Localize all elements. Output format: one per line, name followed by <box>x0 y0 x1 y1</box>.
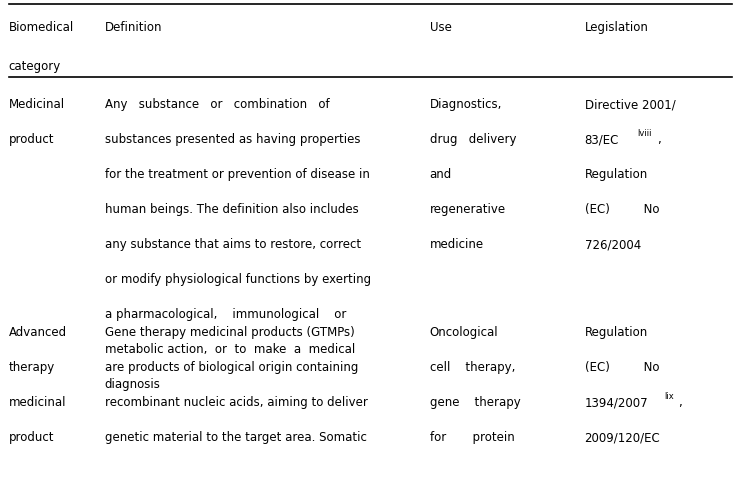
Text: are products of biological origin containing: are products of biological origin contai… <box>104 362 358 374</box>
Text: (EC)         No: (EC) No <box>585 203 659 216</box>
Text: Definition: Definition <box>104 21 162 34</box>
Text: Regulation: Regulation <box>585 326 648 340</box>
Text: 1394/2007: 1394/2007 <box>585 396 648 409</box>
Text: metabolic action,  or  to  make  a  medical: metabolic action, or to make a medical <box>104 343 355 356</box>
Text: therapy: therapy <box>9 362 55 374</box>
Text: diagnosis: diagnosis <box>104 378 161 391</box>
Text: for       protein: for protein <box>430 431 514 444</box>
Text: (EC)         No: (EC) No <box>585 362 659 374</box>
Text: Biomedical: Biomedical <box>9 21 74 34</box>
Text: Oncological: Oncological <box>430 326 498 340</box>
Text: any substance that aims to restore, correct: any substance that aims to restore, corr… <box>104 238 361 251</box>
Text: and: and <box>430 168 452 182</box>
Text: product: product <box>9 133 54 146</box>
Text: genetic material to the target area. Somatic: genetic material to the target area. Som… <box>104 431 367 444</box>
Text: category: category <box>9 60 61 73</box>
Text: medicinal: medicinal <box>9 396 66 409</box>
Text: 726/2004: 726/2004 <box>585 238 641 251</box>
Text: ,: , <box>677 396 682 409</box>
Text: Use: Use <box>430 21 451 34</box>
Text: Diagnostics,: Diagnostics, <box>430 99 502 111</box>
Text: a pharmacological,    immunological    or: a pharmacological, immunological or <box>104 308 346 321</box>
Text: lviii: lviii <box>638 128 652 138</box>
Text: Any   substance   or   combination   of: Any substance or combination of <box>104 99 329 111</box>
Text: regenerative: regenerative <box>430 203 505 216</box>
Text: or modify physiological functions by exerting: or modify physiological functions by exe… <box>104 273 370 286</box>
Text: substances presented as having properties: substances presented as having propertie… <box>104 133 360 146</box>
Text: human beings. The definition also includes: human beings. The definition also includ… <box>104 203 359 216</box>
Text: Legislation: Legislation <box>585 21 648 34</box>
Text: Medicinal: Medicinal <box>9 99 65 111</box>
Text: lix: lix <box>665 391 674 401</box>
Text: Advanced: Advanced <box>9 326 67 340</box>
Text: for the treatment or prevention of disease in: for the treatment or prevention of disea… <box>104 168 370 182</box>
Text: cell    therapy,: cell therapy, <box>430 362 515 374</box>
Text: medicine: medicine <box>430 238 484 251</box>
Text: ,: , <box>657 133 661 146</box>
Text: drug   delivery: drug delivery <box>430 133 516 146</box>
Text: Directive 2001/: Directive 2001/ <box>585 99 675 111</box>
Text: 2009/120/EC: 2009/120/EC <box>585 431 660 444</box>
Text: product: product <box>9 431 54 444</box>
Text: gene    therapy: gene therapy <box>430 396 520 409</box>
Text: Regulation: Regulation <box>585 168 648 182</box>
Text: 83/EC: 83/EC <box>585 133 619 146</box>
Text: Gene therapy medicinal products (GTMPs): Gene therapy medicinal products (GTMPs) <box>104 326 354 340</box>
Text: recombinant nucleic acids, aiming to deliver: recombinant nucleic acids, aiming to del… <box>104 396 368 409</box>
